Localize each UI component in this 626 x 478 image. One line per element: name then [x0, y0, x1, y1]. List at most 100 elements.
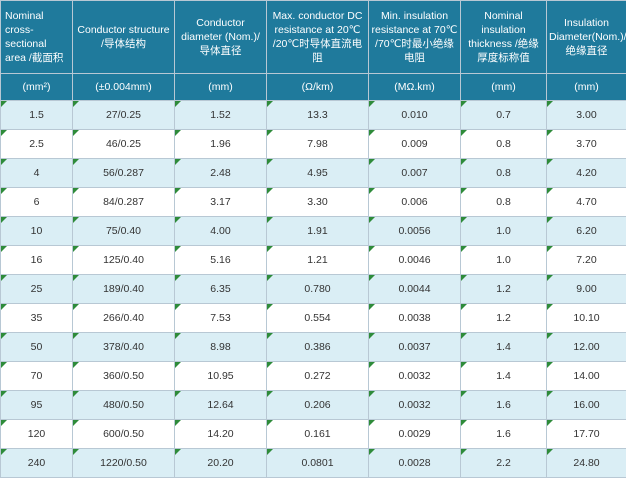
header-cell: Min. insulation resistance at 70℃ /70℃时最…	[368, 0, 461, 74]
table-cell: 1.2	[460, 303, 547, 333]
cell-value: 0.7	[496, 109, 511, 121]
cell-value: 12.00	[573, 341, 600, 353]
table-cell: 0.0032	[368, 390, 461, 420]
table-row: 10 75/0.40 4.00 1.91 0.0056 1.0 6.20	[0, 216, 626, 246]
corner-marker-icon	[369, 362, 375, 368]
cell-value: 0.006	[401, 196, 428, 208]
table-cell: 0.0037	[368, 332, 461, 362]
table-cell: 25	[0, 274, 73, 304]
corner-marker-icon	[369, 217, 375, 223]
table-cell: 480/0.50	[72, 390, 175, 420]
cell-value: 3.00	[576, 109, 597, 121]
table-cell: 35	[0, 303, 73, 333]
cell-value: 84/0.287	[103, 196, 144, 208]
table-cell: 0.161	[266, 419, 369, 449]
corner-marker-icon	[73, 101, 79, 107]
corner-marker-icon	[175, 188, 181, 194]
corner-marker-icon	[369, 420, 375, 426]
corner-marker-icon	[73, 391, 79, 397]
cell-value: 0.0801	[301, 457, 334, 469]
cell-value: 6	[33, 196, 40, 208]
cell-value: 1.2	[496, 283, 511, 295]
table-cell: 7.98	[266, 129, 369, 159]
corner-marker-icon	[1, 420, 7, 426]
cell-value: 4.20	[576, 167, 597, 179]
corner-marker-icon	[547, 420, 553, 426]
table-cell: 189/0.40	[72, 274, 175, 304]
cell-value: 3.30	[307, 196, 328, 208]
table-cell: 10.95	[174, 361, 267, 391]
table-cell: 24.80	[546, 448, 626, 478]
corner-marker-icon	[369, 449, 375, 455]
cell-value: 46/0.25	[105, 138, 142, 150]
cell-value: 95	[30, 399, 43, 411]
unit-cell: (mm)	[460, 73, 547, 101]
table-cell: 0.009	[368, 129, 461, 159]
cell-value: 4.00	[210, 225, 231, 237]
cell-value: 1.96	[210, 138, 231, 150]
corner-marker-icon	[1, 188, 7, 194]
corner-marker-icon	[547, 130, 553, 136]
table-row: 50 378/0.40 8.98 0.386 0.0037 1.4 12.00	[0, 332, 626, 362]
corner-marker-icon	[547, 246, 553, 252]
cell-value: 17.70	[573, 428, 600, 440]
table-cell: 1.96	[174, 129, 267, 159]
cell-value: 10.10	[573, 312, 600, 324]
table-cell: 0.007	[368, 158, 461, 188]
header-cell: Nominal cross-sectional area /截面积	[0, 0, 73, 74]
header-cell: Max. conductor DC resistance at 20℃ /20℃…	[266, 0, 369, 74]
table-cell: 2.2	[460, 448, 547, 478]
table-cell: 0.010	[368, 100, 461, 130]
table-row: 1.5 27/0.25 1.52 13.3 0.010 0.7 3.00	[0, 100, 626, 130]
table-cell: 95	[0, 390, 73, 420]
cell-value: 75/0.40	[105, 225, 142, 237]
corner-marker-icon	[175, 449, 181, 455]
table-cell: 84/0.287	[72, 187, 175, 217]
unit-cell: (±0.004mm)	[72, 73, 175, 101]
cell-value: 3.17	[210, 196, 231, 208]
table-cell: 6	[0, 187, 73, 217]
cell-value: 0.0029	[398, 428, 431, 440]
table-cell: 14.20	[174, 419, 267, 449]
table-cell: 1.6	[460, 419, 547, 449]
table-cell: 16	[0, 245, 73, 275]
cell-value: 240	[27, 457, 46, 469]
table-cell: 1.2	[460, 274, 547, 304]
corner-marker-icon	[267, 391, 273, 397]
table-cell: 0.0038	[368, 303, 461, 333]
cell-value: 4	[33, 167, 40, 179]
table-cell: 2.48	[174, 158, 267, 188]
table-cell: 1.4	[460, 332, 547, 362]
cell-value: 125/0.40	[103, 254, 144, 266]
corner-marker-icon	[461, 420, 467, 426]
corner-marker-icon	[175, 159, 181, 165]
corner-marker-icon	[369, 246, 375, 252]
table-row: 16 125/0.40 5.16 1.21 0.0046 1.0 7.20	[0, 245, 626, 275]
cell-value: 2.2	[496, 457, 511, 469]
cell-value: 600/0.50	[103, 428, 144, 440]
cell-value: 7.53	[210, 312, 231, 324]
unit-cell: (mm)	[174, 73, 267, 101]
cell-value: 0.0028	[398, 457, 431, 469]
table-cell: 3.17	[174, 187, 267, 217]
corner-marker-icon	[175, 130, 181, 136]
corner-marker-icon	[547, 275, 553, 281]
table-cell: 9.00	[546, 274, 626, 304]
table-cell: 12.00	[546, 332, 626, 362]
table-cell: 4	[0, 158, 73, 188]
table-cell: 1.6	[460, 390, 547, 420]
table-cell: 7.20	[546, 245, 626, 275]
cell-value: 1.5	[29, 109, 44, 121]
table-cell: 0.554	[266, 303, 369, 333]
corner-marker-icon	[1, 449, 7, 455]
cell-value: 0.009	[401, 138, 428, 150]
cell-value: 0.206	[304, 399, 331, 411]
cell-value: 1.0	[496, 225, 511, 237]
table-cell: 266/0.40	[72, 303, 175, 333]
cell-value: 1.0	[496, 254, 511, 266]
table-cell: 70	[0, 361, 73, 391]
corner-marker-icon	[461, 275, 467, 281]
corner-marker-icon	[175, 304, 181, 310]
corner-marker-icon	[461, 217, 467, 223]
table-cell: 14.00	[546, 361, 626, 391]
